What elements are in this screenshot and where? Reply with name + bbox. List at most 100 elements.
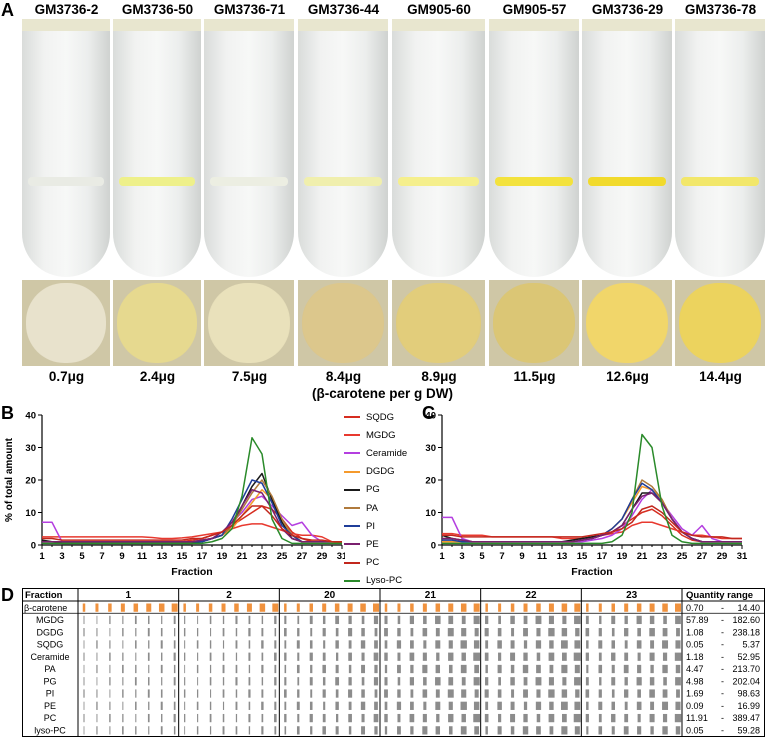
lipid-cell [297,628,300,637]
lipid-cell [435,664,441,674]
lipid-cell [196,628,199,637]
carotene-band [304,177,382,186]
lipid-cell [274,664,277,674]
lipid-cell [436,652,440,661]
lipid-cell [135,713,137,723]
carotene-cell [649,603,655,612]
row-name: DGDG [37,627,64,637]
lipid-cell [574,726,580,735]
lipid-cell [561,664,568,674]
lipid-cell [323,640,326,649]
lipid-cell [336,713,339,723]
lipid-cell [235,689,238,698]
quantity-max: 5.37 [742,640,760,650]
carotene-cell [108,603,112,612]
x-tick-label: 19 [617,551,628,562]
x-tick-label: 29 [317,551,328,562]
lipid-cell [96,726,98,735]
lipid-cell [235,701,238,710]
x-tick-label: 15 [577,551,588,562]
header-quantity: Quantity range [686,590,753,601]
lipid-cell [109,689,111,698]
x-tick-label: 27 [297,551,308,562]
carotene-cell [334,603,340,612]
carotene-cell [183,603,186,612]
quantity-max: 14.40 [737,603,760,613]
lipid-cell [397,664,401,674]
carotene-cell [561,603,568,612]
sample-label: GM3736-50 [121,2,194,17]
lipid-cell [649,713,655,723]
legend-swatch [344,579,360,582]
sample-label: GM3736-2 [34,2,99,17]
carotene-cell [322,603,327,612]
lipid-cell [410,701,414,710]
lipid-cell [335,615,340,625]
lipid-cell [297,713,300,723]
lipid-cell [96,689,98,698]
lipid-cell [209,615,212,625]
quantity-min: 4.98 [686,676,704,686]
carotene-cell [146,603,152,612]
lipid-cell [498,713,502,723]
lipid-cell [674,713,682,723]
x-tick-label: 9 [519,551,524,562]
lipid-cell [473,652,481,661]
panel-d-table: Fraction Quantity range 1 2 20 21 22 23 β-carote… [22,588,765,737]
legend-swatch [344,452,360,455]
lipid-cell [361,713,365,723]
lipid-cell [148,615,150,625]
lipid-cell [662,640,669,649]
lipid-cell [248,726,251,735]
legend-label: PI [366,520,375,532]
lipid-cell [348,689,353,698]
lipid-cell [235,713,238,723]
quantity-max: 182.60 [732,615,760,625]
carotene-amount: 11.5μg [513,369,556,384]
lipid-cell [636,701,642,710]
carotene-cell [548,603,554,612]
lipid-cell [461,652,466,661]
lipid-cell [397,713,401,723]
lipid-cell [423,640,427,649]
lipid-cell [261,713,264,723]
lipid-cell [274,713,277,723]
lipid-cell [535,701,542,710]
legend-swatch [344,434,360,437]
lipid-cell [183,628,186,637]
carotene-cell [485,603,488,612]
carotene-cell [448,603,454,612]
x-tick-label: 11 [137,551,148,562]
lipid-cell [384,628,388,637]
lipid-cell [297,652,300,661]
lipid-cell [461,713,466,723]
carotene-cell [574,603,581,612]
lipid-cell [422,726,428,735]
tube-meniscus [489,19,579,31]
x-tick-label: 15 [177,551,188,562]
lipid-cell [210,628,212,637]
lipid-cell [410,689,414,698]
lipid-cell [497,664,502,674]
lipid-cell [549,664,554,674]
carotene-cell [498,603,502,612]
lipid-cell [535,640,542,649]
lipid-cell [109,628,111,637]
legend-item: DGDG [344,466,395,478]
tube-meniscus [113,19,201,31]
lipid-cell [562,713,567,723]
lipid-cell [675,615,681,625]
lipid-cell [662,652,668,661]
lipid-cell [222,726,225,735]
lipid-cell [336,652,339,661]
lipid-cell [322,726,326,735]
root-disc [117,283,197,363]
lipid-cell [297,689,300,698]
lipid-cell [148,726,150,735]
lipid-cell [184,726,186,735]
sample-label: GM3736-29 [591,2,664,17]
lipid-cell [662,664,668,674]
extraction-tube [582,19,672,277]
root-cross-section-photo [489,280,579,366]
quantity-min: 0.70 [686,603,704,613]
